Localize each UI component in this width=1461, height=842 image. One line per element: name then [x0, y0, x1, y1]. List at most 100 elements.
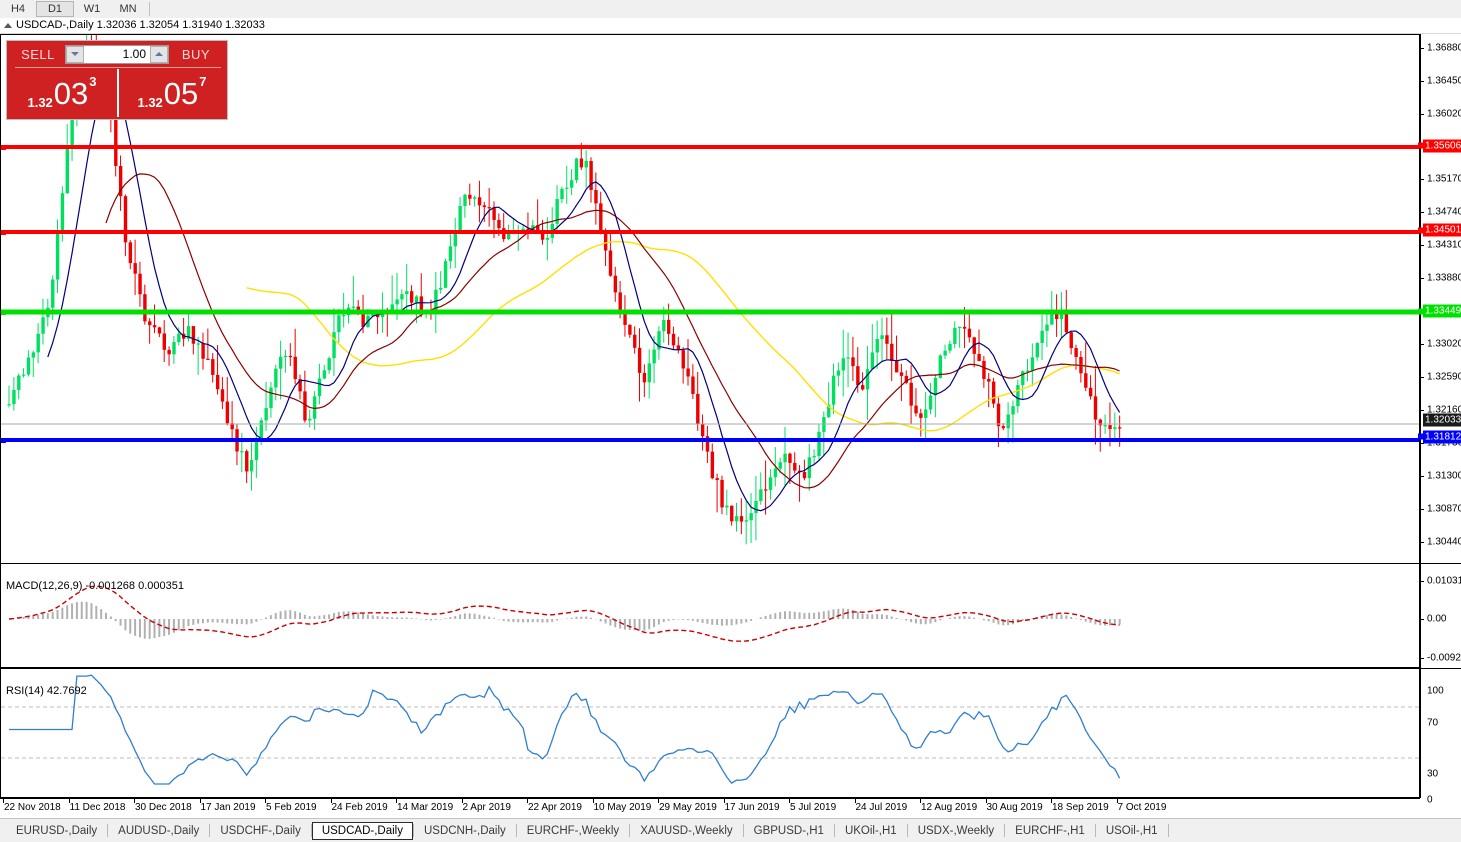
macd-tick-label: 0.010311	[1427, 575, 1461, 587]
date-tick	[985, 799, 987, 803]
date-label: 2 Apr 2019	[462, 802, 511, 813]
sell-price-big: 03	[53, 75, 89, 111]
candle-body	[249, 459, 254, 472]
candle-body	[783, 453, 787, 463]
candle-body	[443, 261, 448, 288]
price-tick	[1421, 344, 1424, 346]
candle-body	[700, 424, 705, 437]
chart-tabs[interactable]: EURUSD-,Daily AUDUSD-,Daily USDCHF-,Daily U…	[0, 818, 1461, 842]
candle-body	[196, 343, 200, 345]
level-badge-resistance[interactable]: 1.35606	[1418, 139, 1461, 153]
level-badge-support[interactable]: 1.31812	[1418, 430, 1461, 444]
macd-plot[interactable]	[0, 563, 1420, 668]
tab-separator	[742, 824, 744, 837]
date-tick	[789, 799, 790, 803]
chart-tab-xauusdweekly[interactable]: XAUUSD-,Weekly	[640, 824, 733, 837]
candle-body	[720, 479, 724, 508]
candle-body	[676, 345, 681, 351]
candle-body	[725, 505, 729, 508]
tab-separator	[107, 824, 109, 837]
candle-body	[574, 158, 579, 181]
candle-body	[21, 374, 26, 376]
candle-body	[846, 357, 850, 359]
chart-tab-eurchfweekly[interactable]: EURCHF-,Weekly	[526, 824, 620, 837]
timeframe-mn[interactable]: MN	[119, 3, 137, 15]
chart-tab-ukoilh1[interactable]: UKOil-,H1	[844, 824, 897, 837]
candle-body	[1030, 357, 1035, 371]
candle-body	[943, 350, 947, 356]
sell-button[interactable]: 1.32 03 3	[7, 67, 117, 119]
timeframe-d1[interactable]: D1	[36, 1, 74, 17]
sell-label[interactable]: SELL	[21, 46, 55, 62]
rsi-line	[9, 674, 1121, 785]
candle-body	[938, 355, 942, 378]
macd-histogram	[12, 601, 1121, 639]
level-badge-resistance[interactable]: 1.34501	[1418, 223, 1461, 237]
timeframe-toolbar: H4 D1 W1 MN	[0, 0, 1461, 19]
candle-body	[123, 196, 128, 243]
candle-body	[254, 438, 259, 460]
candle-body	[1074, 348, 1078, 357]
buy-price-sup: 7	[199, 74, 207, 89]
candle-body	[521, 228, 525, 231]
collapse-triangle-icon[interactable]	[4, 22, 12, 28]
tab-separator	[1167, 824, 1169, 837]
date-tick	[854, 799, 856, 803]
chart-tab-usoilh1[interactable]: USOil-,H1	[1105, 824, 1158, 837]
chart-tab-usdcaddaily[interactable]: USDCAD-,Daily	[311, 821, 413, 840]
moving-average-mid	[105, 173, 1120, 489]
candle-body	[1118, 427, 1122, 429]
timeframe-w1[interactable]: W1	[83, 3, 101, 15]
timeframe-h4[interactable]: H4	[10, 3, 26, 15]
candle-body	[31, 352, 36, 358]
volume-increase-button[interactable]	[150, 45, 168, 63]
date-tick	[658, 799, 659, 803]
candle-body	[453, 231, 457, 247]
candle-body	[749, 513, 753, 521]
price-tick	[1421, 443, 1424, 445]
macd-tick-label: -0.009203	[1427, 652, 1461, 664]
candle-body	[206, 358, 210, 360]
candle-body	[172, 342, 176, 355]
price-tick	[1421, 48, 1424, 49]
candle-body	[148, 321, 152, 326]
title-divider	[0, 33, 1461, 34]
chart-tab-eurchfh1[interactable]: EURCHF-,H1	[1015, 824, 1085, 837]
candle-body	[65, 148, 69, 194]
chart-tab-eurusddaily[interactable]: EURUSD-,Daily	[16, 824, 98, 837]
candle-body	[599, 203, 603, 234]
buy-label[interactable]: BUY	[181, 46, 211, 62]
candle-body	[759, 489, 763, 501]
candle-body	[555, 199, 559, 224]
chart-tab-gbpusdh1[interactable]: GBPUSD-,H1	[753, 824, 824, 837]
price-tick-label: 1.30870	[1427, 503, 1461, 515]
volume-input[interactable]: 1.00	[122, 47, 146, 61]
candle-body	[836, 370, 841, 376]
last-price-badge[interactable]: 1.32033	[1423, 413, 1461, 427]
volume-stepper[interactable]: 1.00	[65, 44, 169, 64]
chart-tab-usdxweekly[interactable]: USDX-,Weekly	[917, 824, 995, 837]
level-handle-icon	[1418, 142, 1424, 149]
date-axis[interactable]: 22 Nov 2018 11 Dec 2018 30 Dec 2018 17 Jan …	[0, 798, 1420, 818]
price-tick	[1421, 80, 1424, 82]
price-chart-plot[interactable]	[0, 34, 1420, 580]
price-tick	[1421, 542, 1424, 543]
volume-decrease-button[interactable]	[66, 45, 84, 63]
chart-tab-audusddaily[interactable]: AUDUSD-,Daily	[118, 824, 200, 837]
candle-body	[128, 242, 133, 264]
buy-button[interactable]: 1.32 05 7	[117, 67, 227, 119]
candle-body	[642, 372, 647, 383]
date-tick	[1116, 799, 1118, 803]
price-tick-label: 1.31300	[1427, 470, 1461, 482]
chart-tab-usdcnhdaily[interactable]: USDCNH-,Daily	[423, 824, 506, 837]
candle-body	[545, 237, 550, 240]
rsi-plot[interactable]	[0, 668, 1420, 798]
level-badge-pivot[interactable]: 1.33449	[1418, 304, 1461, 318]
one-click-trading-panel[interactable]: SELL 1.00 BUY 1.32 03 3 1.32 05	[6, 40, 228, 120]
price-tick	[1421, 245, 1424, 247]
candle-body	[60, 193, 65, 231]
price-tick-label: 1.32590	[1427, 371, 1461, 383]
chart-tab-usdchfdaily[interactable]: USDCHF-,Daily	[220, 824, 301, 837]
price-scale[interactable]: 1.36880 1.36450 1.36020 1.35170 1.34740 1.343…	[1418, 34, 1461, 582]
price-tick-label: 1.36450	[1427, 75, 1461, 87]
